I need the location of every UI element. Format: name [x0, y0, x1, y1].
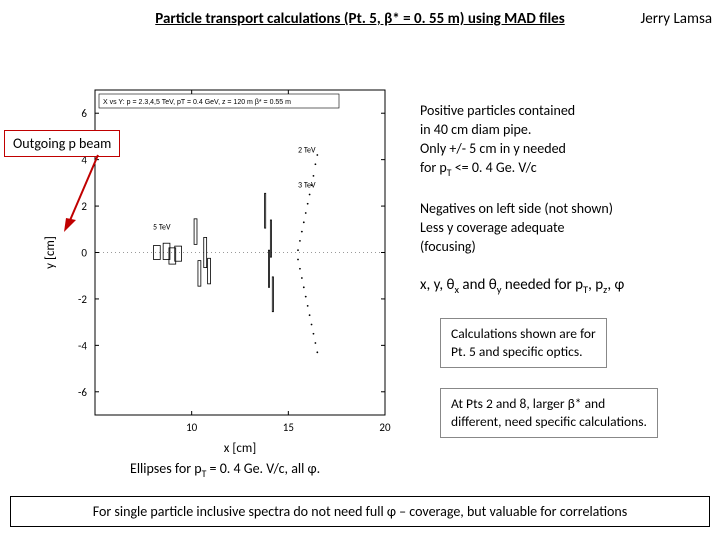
svg-text:-4: -4	[78, 339, 87, 352]
svg-text:5 TeV: 5 TeV	[153, 222, 171, 232]
svg-text:15: 15	[283, 421, 294, 434]
svg-text:6: 6	[81, 107, 87, 120]
note-box-calcs: Calculations shown are forPt. 5 and spec…	[440, 318, 607, 368]
svg-text:3 TeV: 3 TeV	[298, 181, 316, 191]
svg-text:x [cm]: x [cm]	[224, 441, 256, 456]
svg-text:X vs Y: p = 2.3,4,5 TeV, pT =: X vs Y: p = 2.3,4,5 TeV, pT = 0.4 GeV, z…	[103, 99, 291, 106]
ellipse-caption: Ellipses for pT = 0. 4 Ge. V/c, all φ.	[130, 460, 320, 480]
svg-text:-2: -2	[78, 293, 87, 306]
page-title: Particle transport calculations (Pt. 5, …	[155, 10, 564, 28]
svg-text:20: 20	[379, 421, 391, 434]
outgoing-arrow	[58, 150, 118, 240]
note-negatives: Negatives on left side (not shown)Less y…	[420, 200, 613, 257]
note-positives: Positive particles containedin 40 cm dia…	[420, 102, 575, 180]
svg-text:10: 10	[186, 421, 198, 434]
svg-text:2 TeV: 2 TeV	[298, 146, 316, 156]
note-box-pts28: At Pts 2 and 8, larger β* anddifferent, …	[440, 388, 658, 438]
transport-chart: X vs Y: p = 2.3,4,5 TeV, pT = 0.4 GeV, z…	[40, 60, 400, 460]
author-name: Jerry Lamsa	[641, 10, 712, 28]
svg-text:-6: -6	[78, 386, 87, 399]
svg-text:y [cm]: y [cm]	[43, 236, 58, 269]
note-observables: x, y, θx and θy needed for pT, pz, φ	[420, 275, 624, 297]
footer-note: For single particle inclusive spectra do…	[10, 496, 710, 527]
svg-text:0: 0	[81, 247, 87, 260]
